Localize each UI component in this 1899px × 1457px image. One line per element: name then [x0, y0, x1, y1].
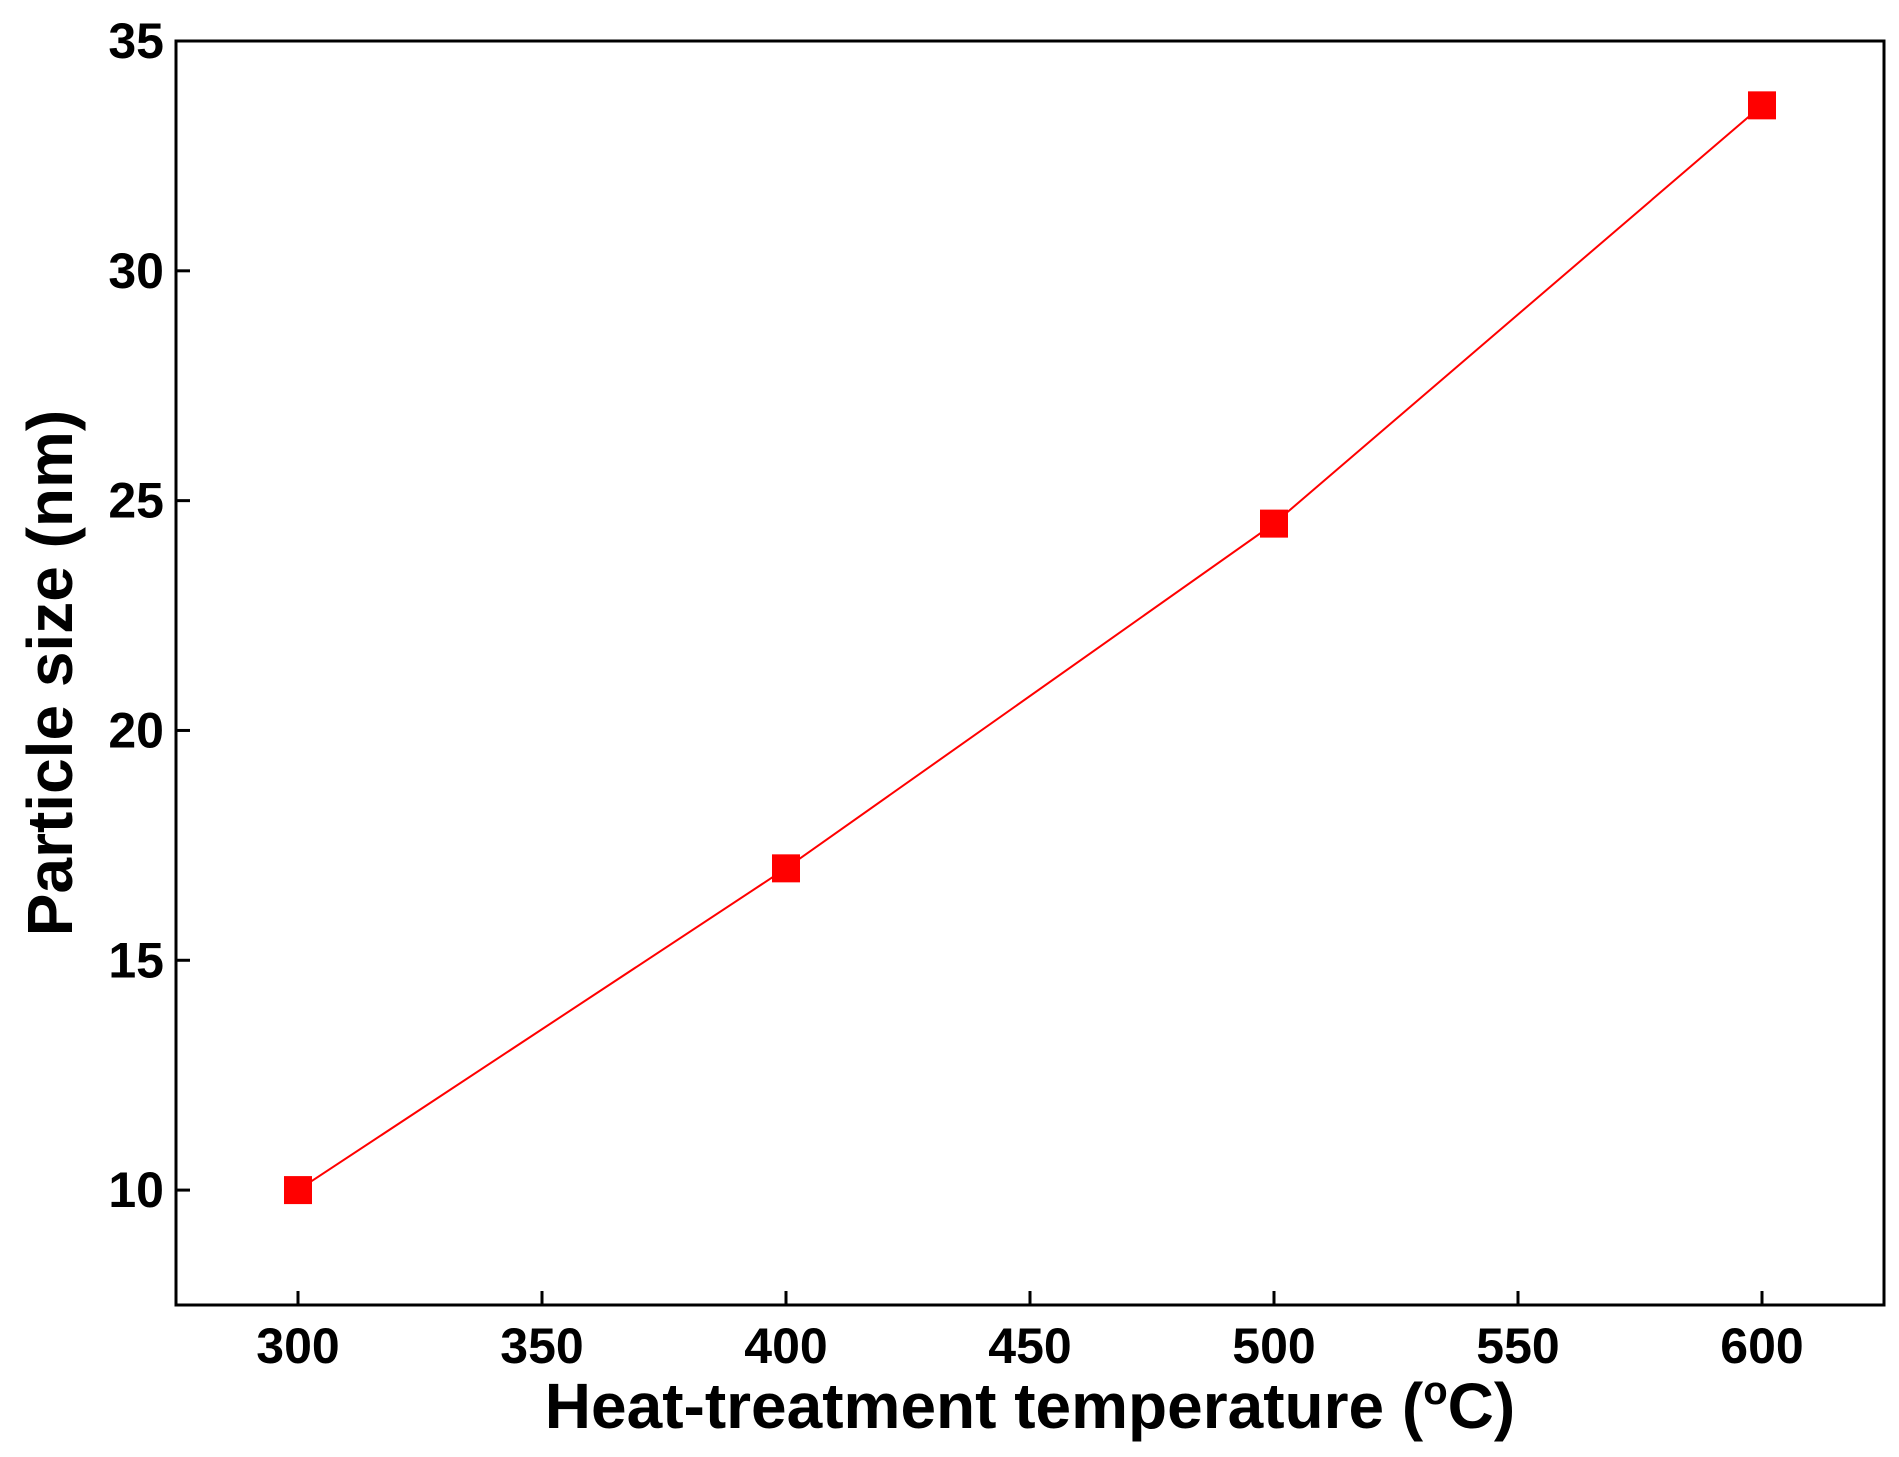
x-tick-label-550: 550 [1476, 1318, 1559, 1374]
y-axis-title: Particle size (nm) [14, 410, 86, 936]
y-tick-label-30: 30 [108, 243, 164, 299]
x-tick-label-350: 350 [500, 1318, 583, 1374]
x-axis-title-text: Heat-treatment temperature ( [545, 1370, 1424, 1442]
x-tick-label-450: 450 [988, 1318, 1071, 1374]
data-point-400 [772, 854, 800, 883]
plot-frame [174, 39, 1886, 1307]
y-tick-label-20: 20 [108, 702, 164, 758]
y-tick-label-10: 10 [108, 1162, 164, 1218]
x-axis-title-degree: o [1423, 1369, 1447, 1413]
x-axis-title: Heat-treatment temperature (oC) [545, 1369, 1515, 1442]
series-line-0 [297, 104, 1763, 1191]
x-tick-label-500: 500 [1232, 1318, 1315, 1374]
data-point-300 [284, 1176, 312, 1205]
y-tick-label-25: 25 [108, 473, 164, 529]
data-point-600 [1748, 91, 1776, 120]
data-point-500 [1260, 509, 1288, 538]
series-group [284, 91, 1776, 1205]
y-tick-label-35: 35 [108, 13, 164, 69]
y-tick-label-15: 15 [108, 932, 164, 988]
x-tick-label-300: 300 [256, 1318, 339, 1374]
x-tick-label-600: 600 [1720, 1318, 1803, 1374]
x-axis-title-unit: C) [1448, 1370, 1516, 1442]
y-axis-ticks: 10 15 20 25 30 35 [108, 13, 190, 1218]
x-axis-ticks: 300 350 400 450 500 550 600 [256, 1291, 1804, 1374]
x-tick-label-400: 400 [744, 1318, 827, 1374]
